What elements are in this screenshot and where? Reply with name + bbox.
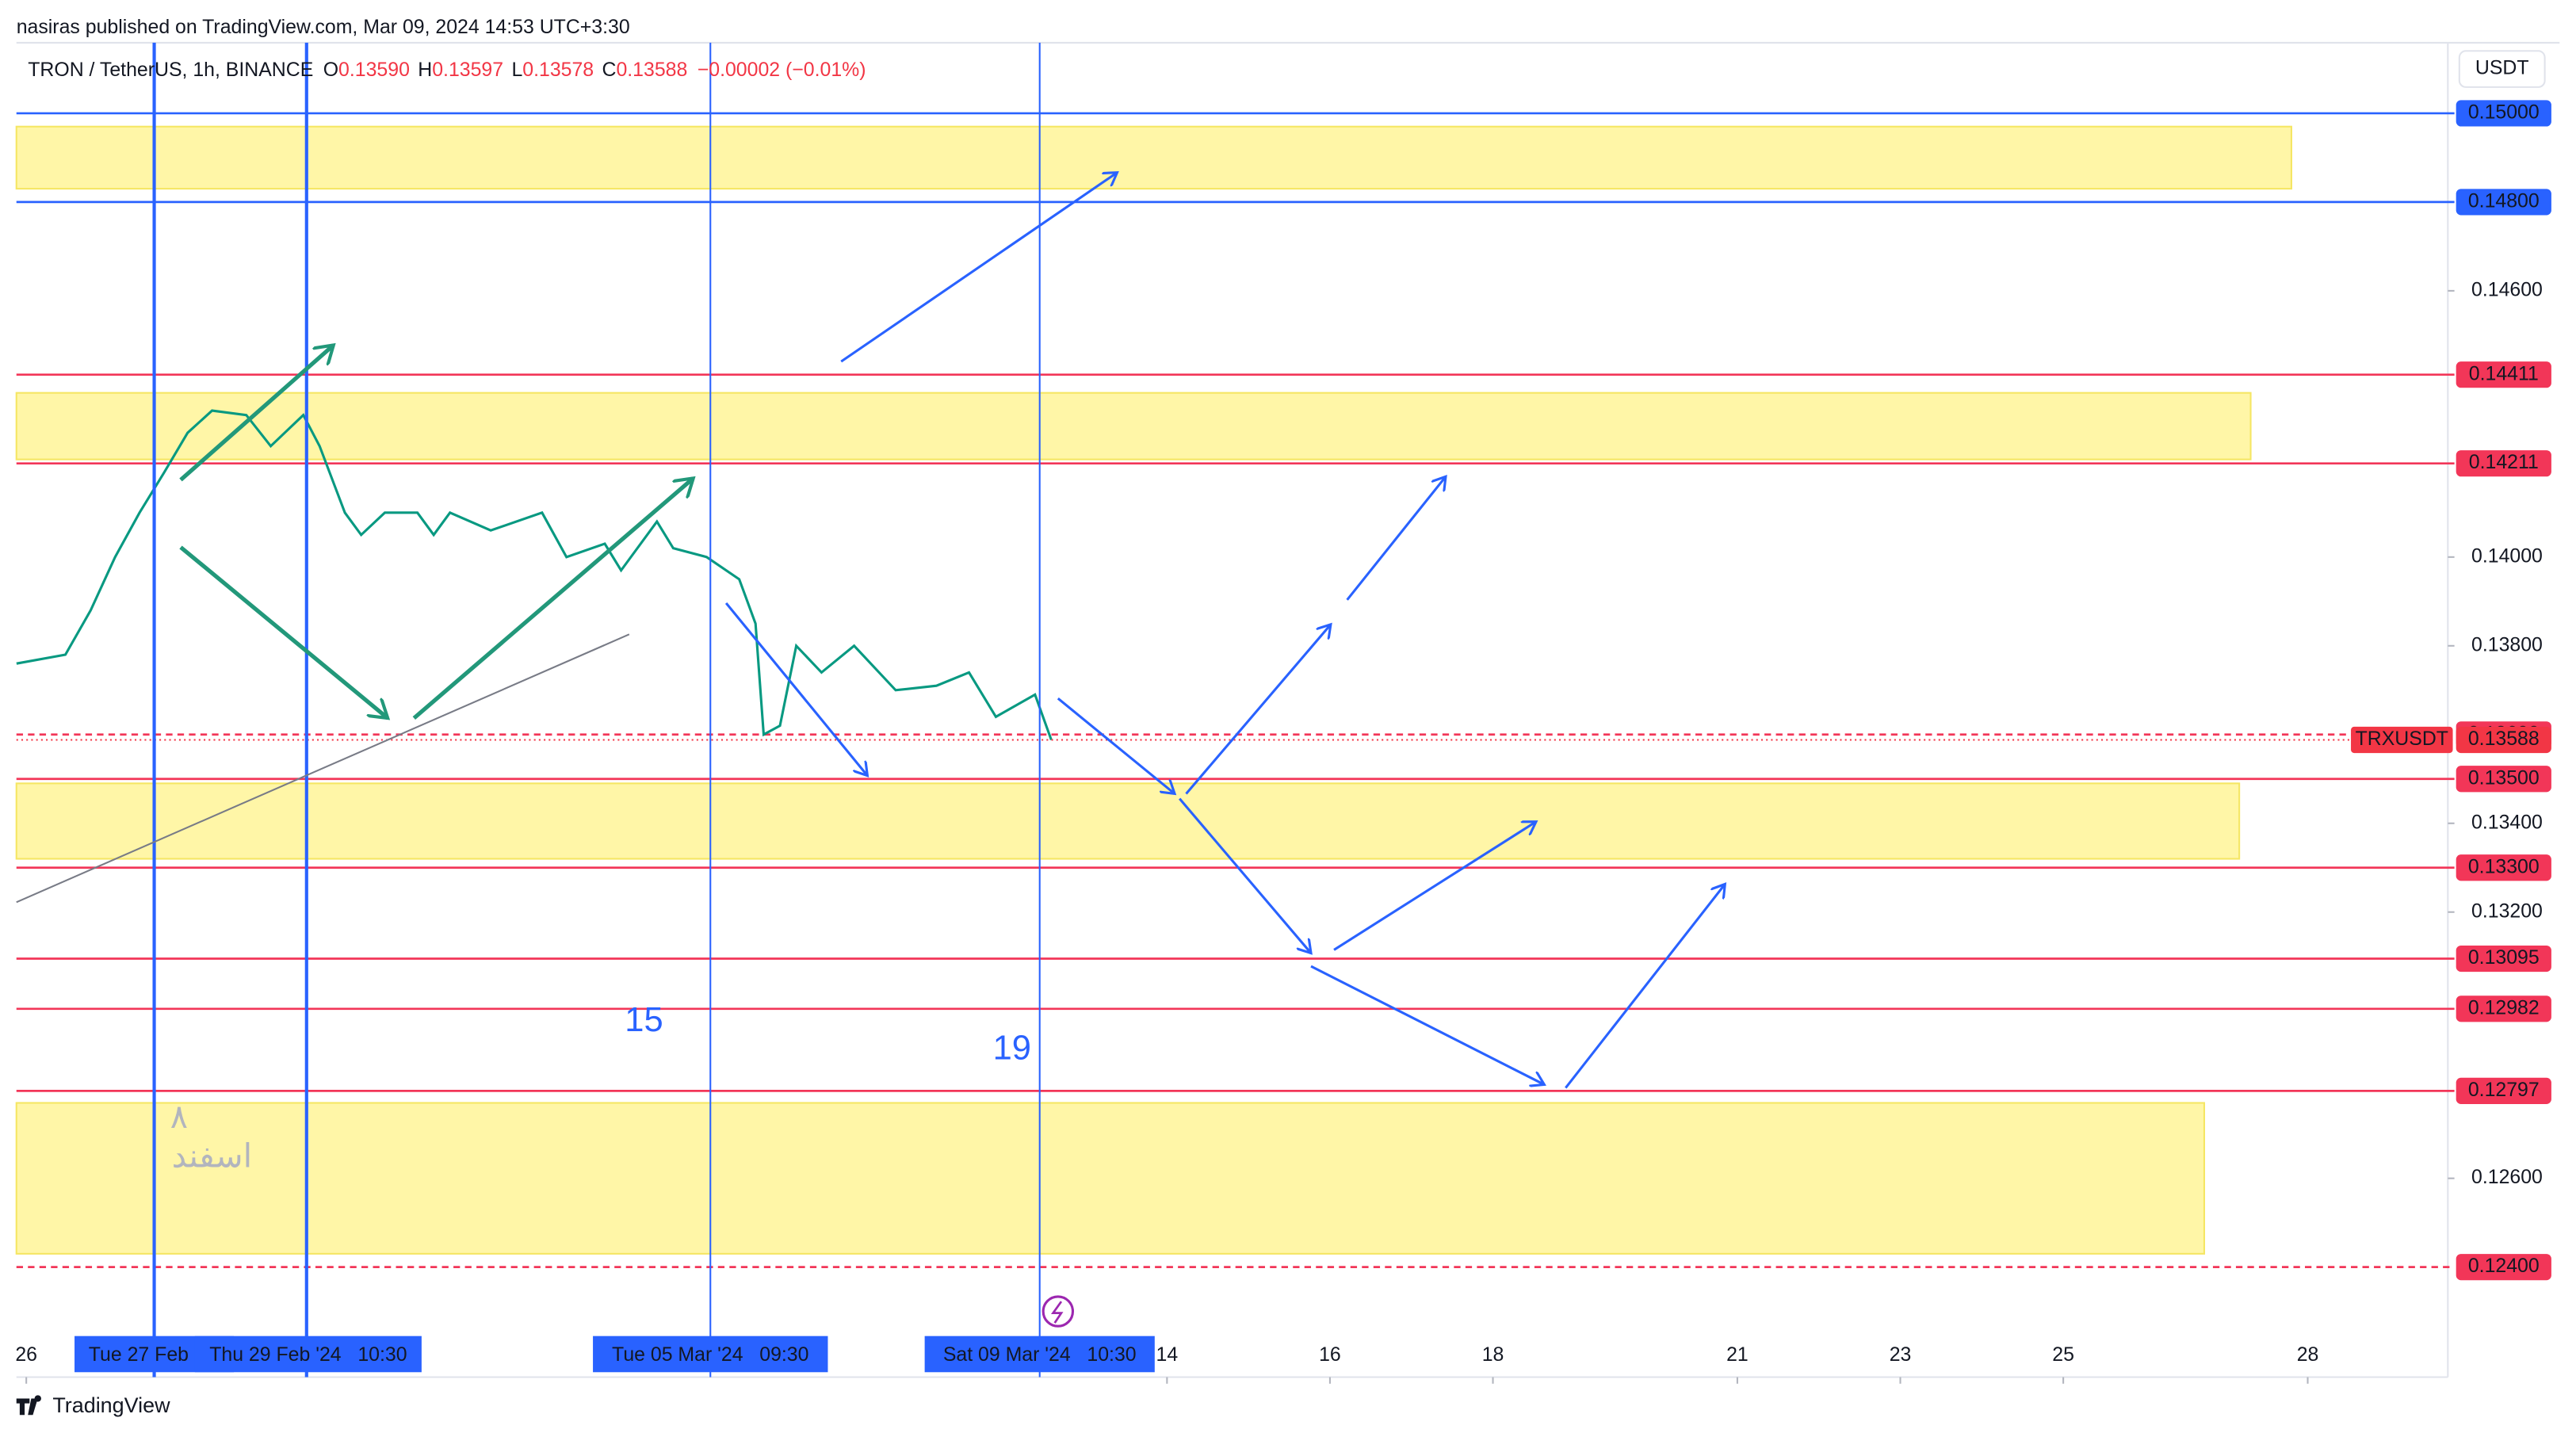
price-label: 0.13500 <box>2468 766 2540 789</box>
x-tick-label: 26 <box>15 1343 37 1366</box>
date-label: Tue 05 Mar '24 09:30 <box>612 1343 808 1366</box>
logo <box>16 1395 41 1416</box>
legend-value: 0.13578 <box>522 59 594 81</box>
date-label: Sat 09 Mar '24 10:30 <box>943 1343 1137 1366</box>
legend-text: TRON / TetherUS, 1h, BINANCE O0.13590 H0.1… <box>28 59 866 81</box>
legend-value: 0.13597 <box>432 59 503 81</box>
y-tick-label: 0.13400 <box>2471 811 2543 833</box>
trend-line <box>16 633 630 904</box>
price-label: 0.14800 <box>2468 189 2540 212</box>
event-icon[interactable] <box>1041 1295 1075 1328</box>
legend-value: 0.13588 <box>616 59 687 81</box>
plot <box>15 42 2455 1378</box>
zone <box>15 125 2292 190</box>
y-tick-label: 0.13800 <box>2471 633 2543 655</box>
legend-key: O <box>323 59 338 81</box>
y-tick-label: 0.13200 <box>2471 900 2543 922</box>
blue-arrows <box>724 173 1725 1089</box>
price-line <box>16 409 1053 741</box>
legend-key: C <box>602 59 617 81</box>
note-number: 19 <box>993 1029 1031 1067</box>
legend-change: −0.00002 (−0.01%) <box>698 59 866 81</box>
date-label-box <box>593 1336 828 1373</box>
date-label: Thu 29 Feb '24 10:30 <box>209 1343 407 1366</box>
persian-day: ۸ <box>170 1098 188 1135</box>
price-label-box <box>2456 450 2551 477</box>
price-label: 0.13095 <box>2468 946 2540 969</box>
price-label: 0.14411 <box>2469 362 2539 384</box>
event-icon <box>1050 1301 1064 1324</box>
current-name-box <box>2351 726 2453 754</box>
x-tick-label: 18 <box>1482 1343 1504 1366</box>
price-label: 0.13300 <box>2468 855 2540 877</box>
x-tick-label: 28 <box>2297 1343 2319 1366</box>
x-tick-label: 21 <box>1726 1343 1749 1366</box>
price-label-box <box>2456 945 2551 973</box>
legend: TRON / TetherUS, 1h, BINANCE O0.13590 H0.1… <box>28 59 866 81</box>
x-tick-label: 25 <box>2052 1343 2074 1366</box>
note-number: 15 <box>625 1001 663 1039</box>
price-label-box <box>2456 1254 2551 1281</box>
y-tick-label: 0.12600 <box>2471 1166 2543 1188</box>
x-tick-label: 23 <box>1890 1343 1912 1366</box>
current-price-label: 0.13588 <box>2468 728 2540 750</box>
price-label: 0.12982 <box>2468 996 2540 1018</box>
price-label-box <box>2456 995 2551 1022</box>
x-tick-label: 16 <box>1319 1343 1341 1366</box>
price-label-box <box>2456 100 2551 127</box>
price-label: 0.14211 <box>2469 451 2539 473</box>
price-label-box <box>2456 854 2551 881</box>
zone <box>15 1102 2205 1255</box>
persian-month: اسفند <box>172 1137 252 1175</box>
byline: nasiras published on TradingView.com, Ma… <box>17 16 630 38</box>
zone <box>15 782 2241 860</box>
price-label: 0.12400 <box>2468 1255 2540 1277</box>
current-name: TRXUSDT <box>2356 728 2448 750</box>
zone <box>15 392 2252 460</box>
x-tick-label: 14 <box>1156 1343 1179 1366</box>
price-label-box <box>2456 766 2551 793</box>
date-label-box <box>194 1336 422 1373</box>
legend-value: 0.13590 <box>338 59 410 81</box>
drawings <box>16 173 1726 1328</box>
y-tick-label: 0.14600 <box>2471 278 2543 300</box>
y-tick-label: 0.14000 <box>2471 545 2543 567</box>
brand: TradingView <box>52 1393 170 1417</box>
green-arrows <box>179 345 694 718</box>
currency: USDT <box>2475 57 2529 79</box>
price-label-box <box>2456 1077 2551 1104</box>
price-label: 0.15000 <box>2468 101 2540 123</box>
symbol: TRON / TetherUS, 1h, BINANCE <box>28 59 313 81</box>
current-price-box <box>2456 726 2551 754</box>
currency-button[interactable] <box>2458 50 2546 88</box>
legend-key: L <box>511 59 522 81</box>
price-label-box <box>2456 361 2551 388</box>
price-label-box <box>2456 189 2551 216</box>
price-label: 0.12797 <box>2468 1079 2540 1101</box>
date-label-box <box>924 1336 1155 1373</box>
legend-key: H <box>418 59 432 81</box>
